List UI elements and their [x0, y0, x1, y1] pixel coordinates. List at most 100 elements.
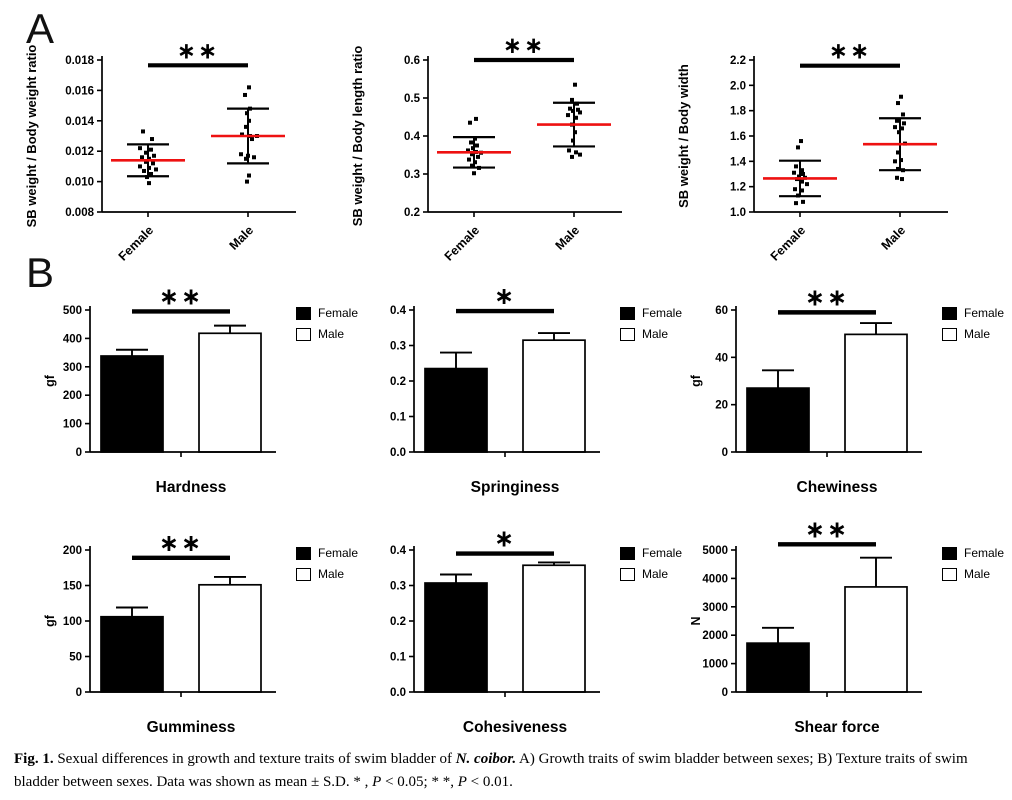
chart-title: Springiness — [471, 479, 560, 496]
data-point — [247, 85, 251, 90]
data-point — [567, 148, 571, 153]
legend-shear-force: Female Male — [942, 546, 1004, 581]
significance-label: ∗∗ — [829, 39, 872, 65]
bar-cell-chewiness: 0 20 40 60 gf ∗∗ Chewiness Female Male — [670, 280, 1004, 514]
data-point — [899, 158, 903, 163]
bar-female — [746, 387, 810, 453]
data-point — [800, 179, 804, 184]
significance-label: ∗∗ — [805, 520, 849, 543]
y-tick-label: 20 — [715, 400, 728, 412]
bar-chart-shear-force: 0 1000 2000 3000 4000 5000 N ∗∗ Shear force — [689, 520, 922, 736]
y-tick-label: 0.016 — [65, 85, 94, 97]
chart-title: Hardness — [156, 479, 227, 496]
y-tick-label: 0.014 — [65, 116, 94, 128]
data-point — [240, 132, 244, 137]
data-point — [466, 148, 470, 153]
data-point — [568, 106, 572, 111]
caption-text: < 0.01. — [466, 773, 513, 790]
bar-male — [522, 564, 586, 693]
x-category-label: Female — [116, 223, 156, 263]
data-point — [571, 138, 575, 143]
legend-label: Female — [318, 306, 359, 320]
data-point — [573, 130, 577, 135]
legend-swatch-female — [620, 546, 635, 560]
significance-label: ∗∗ — [159, 282, 203, 310]
bar-cell-shear-force: 0 1000 2000 3000 4000 5000 N ∗∗ Shear force Fema… — [670, 520, 1004, 754]
y-tick-label: 1.2 — [730, 182, 746, 194]
data-point — [566, 113, 570, 118]
y-tick-label: 0.5 — [404, 93, 421, 105]
data-point — [244, 156, 248, 161]
y-tick-label: 0.018 — [65, 55, 94, 67]
data-point — [793, 187, 797, 192]
legend-item-female: Female — [942, 546, 1004, 560]
significance-label: ∗∗ — [159, 529, 203, 557]
significance-label: ∗ — [494, 282, 516, 310]
data-point — [900, 126, 904, 131]
bar-male — [198, 332, 262, 453]
figure-caption: Fig. 1. Sexual differences in growth and… — [14, 748, 998, 793]
data-point — [796, 145, 800, 150]
y-tick-label: 0.2 — [390, 376, 406, 388]
y-tick-label: 100 — [63, 419, 82, 431]
y-tick-label: 0.0 — [390, 687, 406, 699]
caption-fig-number: Fig. 1. — [14, 751, 54, 767]
y-tick-label: 1.8 — [730, 106, 747, 118]
y-tick-label: 200 — [63, 545, 82, 557]
legend-label: Male — [642, 327, 669, 341]
data-point — [897, 130, 901, 135]
legend-swatch-female — [942, 306, 957, 320]
x-category-label: Male — [553, 223, 583, 253]
y-tick-label: 3000 — [702, 602, 728, 614]
data-point — [152, 153, 156, 158]
data-point — [473, 136, 477, 141]
legend-label: Female — [642, 546, 683, 560]
data-point — [578, 152, 582, 157]
data-point — [142, 168, 146, 173]
y-tick-label: 0.3 — [390, 581, 406, 593]
legend-item-male: Male — [942, 327, 1004, 341]
y-axis-title: N — [689, 616, 703, 625]
panel-a-label: A — [26, 5, 55, 52]
data-point — [239, 152, 243, 157]
scatter-cell-body-width: 1.0 1.2 1.4 1.6 1.8 2.0 2.2 SB weight / Body wi… — [670, 14, 1002, 266]
bar-female — [100, 615, 164, 693]
scatter-cell-body-weight: 0.008 0.010 0.012 0.014 0.016 0.018 SB weight … — [18, 14, 350, 266]
caption-species-name: N. coibor. — [455, 751, 517, 767]
legend-label: Female — [318, 546, 359, 560]
bar-female — [424, 582, 488, 693]
y-tick-label: 60 — [715, 305, 728, 317]
significance-label: ∗∗ — [177, 38, 220, 64]
legend-label: Male — [964, 327, 991, 341]
significance-label: ∗ — [494, 525, 516, 553]
chart-title: Chewiness — [797, 479, 878, 496]
significance-label: ∗∗ — [503, 33, 546, 59]
legend-springiness: Female Male — [620, 306, 682, 341]
y-tick-label: 0.010 — [65, 177, 94, 189]
y-tick-label: 0.1 — [390, 412, 407, 424]
y-tick-label: 0.1 — [390, 652, 407, 664]
legend-item-female: Female — [620, 546, 682, 560]
legend-swatch-male — [620, 567, 635, 581]
data-point — [794, 201, 798, 206]
y-tick-label: 5000 — [702, 545, 728, 557]
data-point — [147, 181, 151, 186]
caption-text: A) Growth traits of swim bladder between… — [14, 751, 968, 790]
legend-chewiness: Female Male — [942, 306, 1004, 341]
data-point — [250, 137, 254, 142]
data-point — [895, 175, 899, 180]
bar-cell-springiness: 0.0 0.1 0.2 0.3 0.4 ∗ Springiness Female Male — [348, 280, 682, 514]
legend-swatch-male — [296, 567, 311, 581]
data-point — [470, 152, 474, 157]
data-point — [475, 143, 479, 148]
bar-chart-hardness: 0 100 200 300 400 500 gf ∗∗ Hardness — [43, 282, 276, 496]
x-category-label: Male — [227, 223, 257, 253]
bar-chart-springiness: 0.0 0.1 0.2 0.3 0.4 ∗ Springiness — [390, 282, 600, 496]
y-axis-title: gf — [689, 374, 703, 387]
data-point — [893, 125, 897, 130]
legend-cohesiveness: Female Male — [620, 546, 682, 581]
data-point — [797, 174, 801, 179]
caption-p-symbol: P — [372, 773, 382, 790]
bar-male — [198, 583, 262, 693]
y-tick-label: 2.0 — [730, 80, 746, 92]
